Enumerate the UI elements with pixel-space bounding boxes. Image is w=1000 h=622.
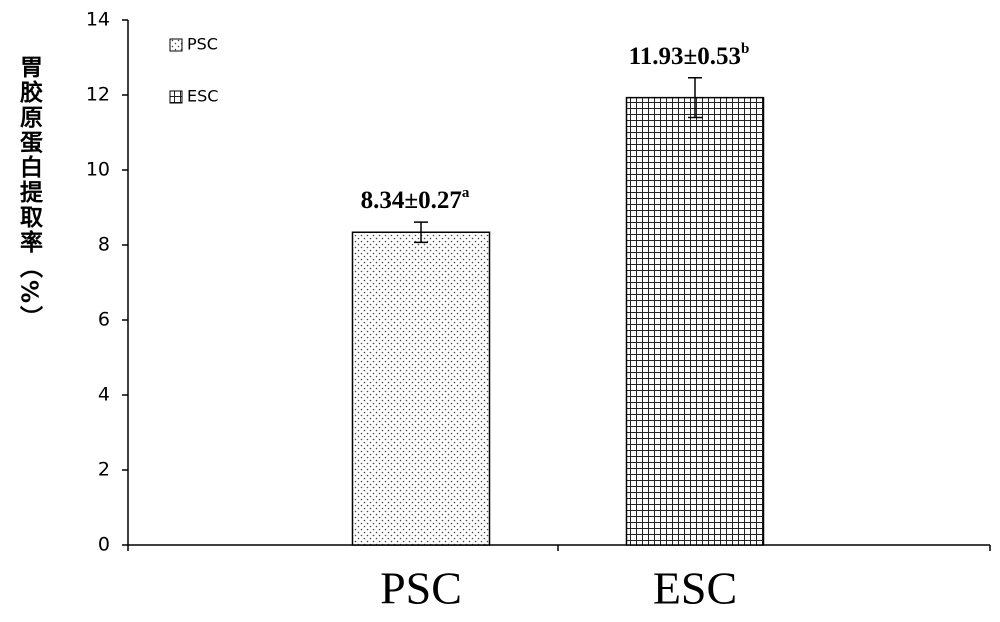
y-tick-label: 10 xyxy=(86,159,110,181)
data-label: 8.34±0.27a xyxy=(361,186,470,214)
y-tick-label: 4 xyxy=(98,384,110,406)
legend-label: ESC xyxy=(187,87,218,106)
data-label: 11.93±0.53b xyxy=(629,41,750,69)
y-tick-label: 8 xyxy=(98,234,110,256)
bar xyxy=(625,96,765,546)
y-axis-label: 胃胶原蛋白提取率（%） xyxy=(16,55,44,330)
y-tick-label: 12 xyxy=(86,84,110,106)
x-tick-label: PSC xyxy=(380,563,462,614)
bar xyxy=(351,231,491,546)
y-tick-label: 6 xyxy=(98,309,110,331)
x-tick-label: ESC xyxy=(653,563,737,614)
legend-label: PSC xyxy=(187,35,218,54)
legend-swatch xyxy=(169,38,183,52)
data-label-value: 11.93±0.53 xyxy=(629,42,741,69)
y-tick-label: 2 xyxy=(98,459,110,481)
y-tick-label: 0 xyxy=(98,534,110,556)
data-label-significance: a xyxy=(462,186,470,202)
error-bar xyxy=(688,77,702,119)
data-label-value: 8.34±0.27 xyxy=(361,187,462,214)
data-label-significance: b xyxy=(741,41,749,57)
error-bar xyxy=(414,221,428,244)
y-tick-label: 14 xyxy=(86,9,110,31)
legend-swatch xyxy=(169,90,183,104)
